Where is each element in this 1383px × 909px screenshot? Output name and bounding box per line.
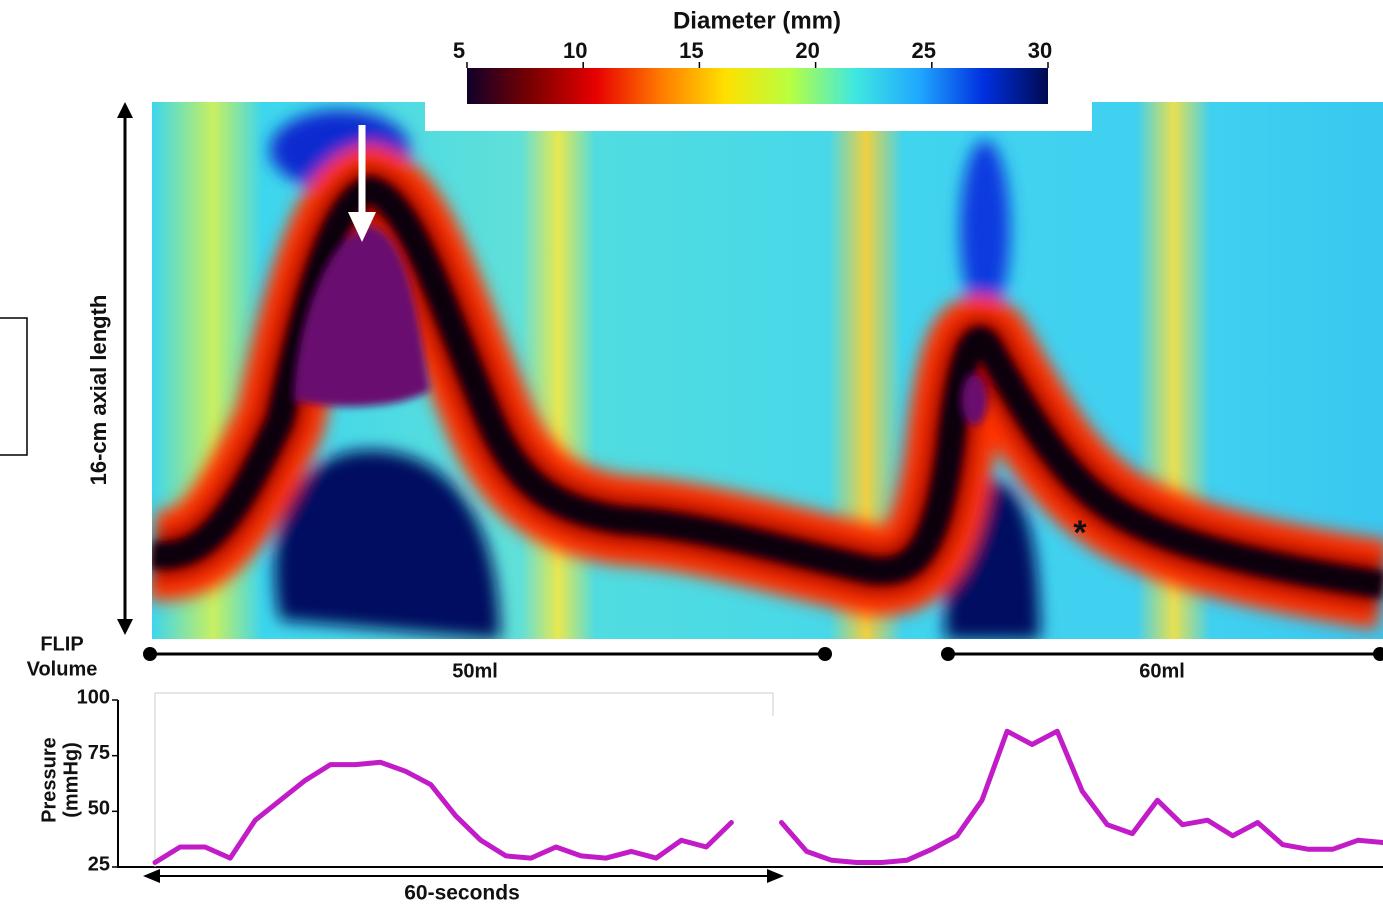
pressure-label: Pressure xyxy=(38,737,60,823)
volume-dots xyxy=(143,647,1383,661)
axes xyxy=(117,692,1383,868)
arrow-marker xyxy=(348,125,376,242)
colorbar-tick-label: 20 xyxy=(795,38,819,63)
annotation: * xyxy=(1073,514,1087,552)
colorbar xyxy=(467,68,1048,104)
time-label: 60-seconds xyxy=(404,882,520,905)
colorbar-title: Diameter (mm) xyxy=(673,7,841,34)
colorbar-tick-label: 25 xyxy=(912,38,936,63)
y-tick-label: 25 xyxy=(88,853,110,875)
colorbar-tick-label: 5 xyxy=(453,38,465,63)
volume-label: 50ml xyxy=(452,660,498,682)
volume-title: FLIP xyxy=(40,633,83,655)
pressure-line xyxy=(152,728,1383,865)
colorbar-tick-label: 30 xyxy=(1028,38,1052,63)
heatmap xyxy=(152,102,1383,639)
time-arrow xyxy=(143,869,784,883)
volume-title: Volume xyxy=(27,658,98,680)
y-tick-label: 50 xyxy=(88,798,110,820)
colorbar-tick-label: 10 xyxy=(563,38,587,63)
y-axis-label: 16-cm axial length xyxy=(86,295,111,486)
y-tick-label: 100 xyxy=(77,686,110,708)
frame xyxy=(0,317,28,456)
pressure-label: (mmHg) xyxy=(60,742,82,818)
axial-arrow xyxy=(117,102,133,635)
y-tick-label: 75 xyxy=(88,742,110,764)
volume-label: 60ml xyxy=(1139,660,1185,682)
colorbar-tick-label: 15 xyxy=(679,38,703,63)
